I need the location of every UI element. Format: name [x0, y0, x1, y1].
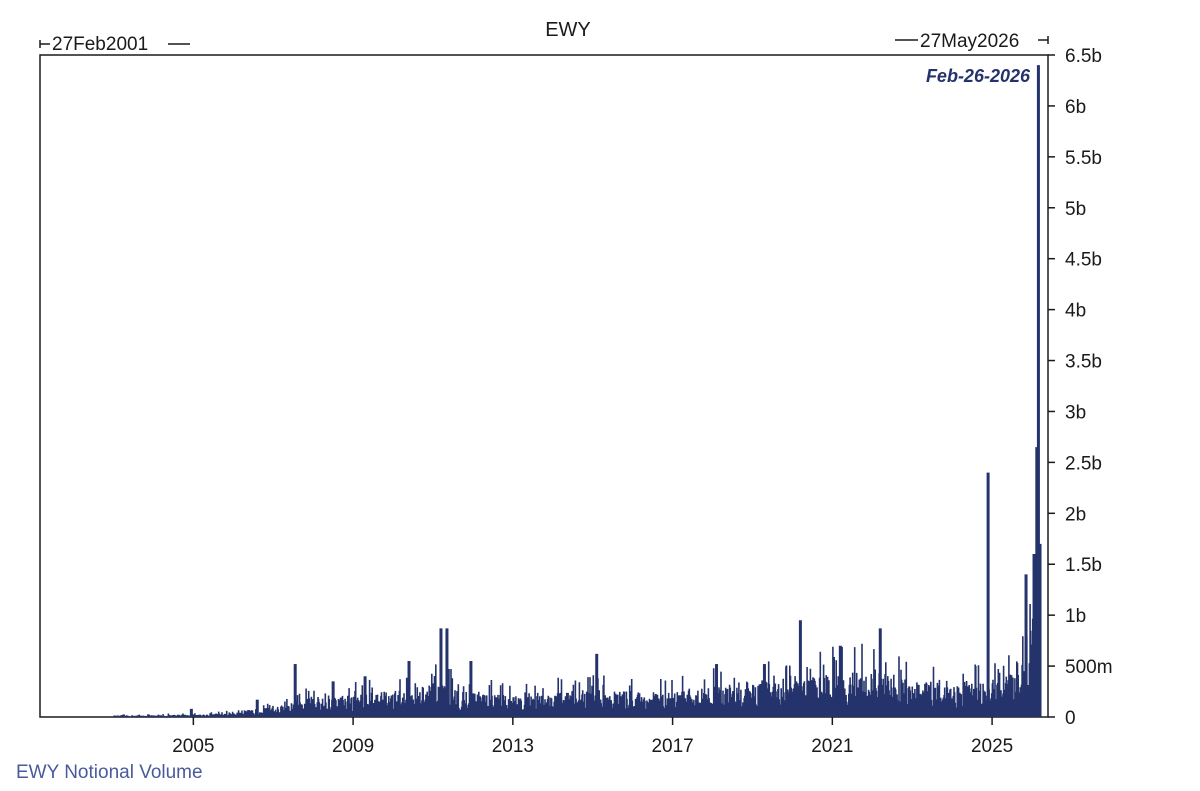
y-tick-label: 5.5b	[1065, 148, 1102, 169]
start-range-marker: 27Feb2001	[39, 34, 190, 55]
y-tick-label: 3b	[1065, 402, 1086, 423]
chart-title: EWY	[545, 19, 591, 41]
y-tick-label: 1b	[1065, 606, 1086, 627]
y-tick-label: 4.5b	[1065, 250, 1102, 271]
y-tick-label: 0	[1065, 708, 1076, 729]
x-tick-label: 2017	[651, 736, 693, 757]
x-tick-label: 2021	[811, 736, 853, 757]
y-tick-label: 6b	[1065, 97, 1086, 118]
y-tick-label: 500m	[1065, 657, 1113, 678]
y-tick-label: 2b	[1065, 504, 1086, 525]
volume-series	[112, 65, 1042, 717]
series-caption: EWY Notional Volume	[16, 762, 203, 783]
y-tick-label: 4b	[1065, 301, 1086, 322]
start-date-label: 27Feb2001	[52, 34, 148, 55]
x-tick-label: 2025	[971, 736, 1013, 757]
x-tick-label: 2005	[172, 736, 214, 757]
end-date-label: 27May2026	[920, 31, 1019, 52]
last-spike-date-annotation: Feb-26-2026	[926, 66, 1031, 86]
end-range-marker: 27May2026	[895, 31, 1049, 52]
x-axis: 2005 2009 2013 2017 2021 2025	[172, 717, 1013, 757]
x-tick-label: 2009	[332, 736, 374, 757]
x-tick-label: 2013	[492, 736, 534, 757]
y-tick-label: 5b	[1065, 199, 1086, 220]
y-axis: 0 500m 1b 1.5b 2b 2.5b 3b 3.5b 4b 4.5b 5b 5.5b 6b 6.5…	[1048, 46, 1113, 729]
y-tick-label: 2.5b	[1065, 453, 1102, 474]
y-tick-label: 3.5b	[1065, 352, 1102, 373]
plot-area	[39, 54, 1049, 718]
y-tick-label: 6.5b	[1065, 46, 1102, 67]
y-tick-label: 1.5b	[1065, 555, 1102, 576]
volume-bars	[112, 521, 1041, 717]
